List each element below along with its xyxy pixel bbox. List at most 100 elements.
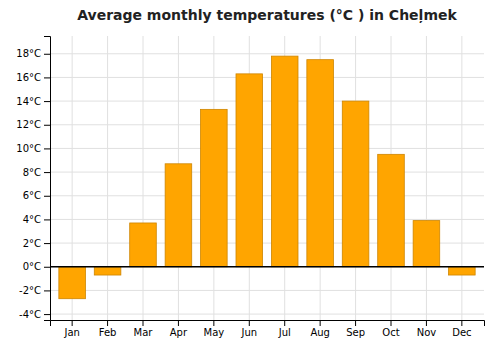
- bar: [165, 164, 192, 267]
- tick: 4°C: [23, 214, 50, 225]
- axis-line: [51, 321, 485, 327]
- tick-mark: [320, 320, 321, 326]
- tick-mark: [44, 243, 50, 244]
- tick-mark: [44, 101, 50, 102]
- x-axis: JanFebMarAprMayJunJulAugSepOctNovDec: [51, 320, 485, 338]
- tick-mark: [391, 320, 392, 326]
- tick-mark: [426, 320, 427, 326]
- tick-mark: [213, 320, 214, 326]
- tick-label: Jul: [278, 327, 291, 338]
- tick-mark: [178, 320, 179, 326]
- tick-label: 6°C: [23, 190, 41, 201]
- grid-line: [50, 290, 484, 291]
- tick-mark: [44, 125, 50, 126]
- bar: [236, 74, 263, 267]
- bar: [201, 109, 228, 266]
- grid-line: [50, 172, 484, 173]
- tick-mark: [461, 320, 462, 326]
- grid-line: [50, 53, 484, 54]
- tick-label: 2°C: [23, 238, 41, 249]
- grid-line: [50, 77, 484, 78]
- bar: [413, 221, 440, 267]
- grid: [50, 36, 484, 320]
- tick: Dec: [452, 320, 471, 338]
- bar: [271, 56, 298, 267]
- tick-label: Jun: [240, 327, 257, 338]
- tick: -4°C: [19, 309, 50, 320]
- tick-mark: [44, 148, 50, 149]
- tick: 12°C: [16, 119, 50, 130]
- title: Average monthly temperatures (°C ) in Ch…: [77, 7, 457, 23]
- tick-mark: [44, 172, 50, 173]
- grid-line: [143, 36, 144, 320]
- tick-label: 0°C: [23, 261, 41, 272]
- axis-line: [44, 37, 51, 321]
- tick-mark: [249, 320, 250, 326]
- tick: Jun: [240, 320, 257, 338]
- tick-label: 8°C: [23, 167, 41, 178]
- grid-line: [50, 195, 484, 196]
- bar: [94, 267, 121, 275]
- tick-label: -2°C: [19, 285, 41, 296]
- grid-line: [50, 148, 484, 149]
- tick: 18°C: [16, 48, 50, 59]
- tick-label: Jan: [63, 327, 79, 338]
- bar: [307, 60, 334, 267]
- tick: Nov: [417, 320, 437, 338]
- tick-mark: [355, 320, 356, 326]
- bar: [342, 101, 369, 267]
- tick-label: May: [204, 327, 225, 338]
- tick-label: -4°C: [19, 309, 41, 320]
- tick: 2°C: [23, 238, 50, 249]
- grid-line: [50, 101, 484, 102]
- tick: May: [204, 320, 225, 338]
- tick-label: 10°C: [16, 143, 41, 154]
- bar: [59, 267, 86, 299]
- tick-label: 14°C: [16, 96, 41, 107]
- tick-mark: [44, 219, 50, 220]
- tick: 0°C: [23, 261, 50, 272]
- tick-label: Dec: [452, 327, 471, 338]
- tick-mark: [44, 54, 50, 55]
- grid-line: [50, 266, 484, 267]
- tick-label: Apr: [170, 327, 188, 338]
- tick-label: 18°C: [16, 48, 41, 59]
- bar: [449, 267, 476, 275]
- tick-mark: [44, 77, 50, 78]
- chart: Average monthly temperatures (°C ) in Ch…: [0, 0, 500, 350]
- tick-label: 16°C: [16, 72, 41, 83]
- tick: Mar: [134, 320, 154, 338]
- tick-mark: [284, 320, 285, 326]
- tick-mark: [44, 290, 50, 291]
- tick-label: Feb: [99, 327, 117, 338]
- tick-mark: [107, 320, 108, 326]
- grid-line: [50, 314, 484, 315]
- zero-line: [50, 266, 484, 268]
- grid-line: [50, 219, 484, 220]
- tick: Oct: [382, 320, 399, 338]
- tick: 16°C: [16, 72, 50, 83]
- tick: -2°C: [19, 285, 50, 296]
- plot: -4°C -2°C 0°C 2°C 4°C 6°C 8°C 10°C 12°C 14°C 16°C 1…: [16, 36, 484, 338]
- tick: Jan: [63, 320, 79, 338]
- tick: 10°C: [16, 143, 50, 154]
- tick-mark: [44, 314, 50, 315]
- bars: [50, 56, 484, 299]
- tick-label: Nov: [417, 327, 437, 338]
- tick-label: Sep: [346, 327, 365, 338]
- tick: 14°C: [16, 96, 50, 107]
- bar: [378, 154, 405, 266]
- tick: Sep: [346, 320, 365, 338]
- tick-label: 12°C: [16, 119, 41, 130]
- tick: Feb: [99, 320, 117, 338]
- tick-mark: [44, 196, 50, 197]
- grid-line: [461, 36, 462, 320]
- tick-label: Mar: [134, 327, 154, 338]
- tick-label: Oct: [382, 327, 399, 338]
- tick: Jul: [278, 320, 291, 338]
- grid-line: [107, 36, 108, 320]
- tick: Apr: [170, 320, 188, 338]
- tick-mark: [72, 320, 73, 326]
- bar: [130, 223, 157, 267]
- tick-label: 4°C: [23, 214, 41, 225]
